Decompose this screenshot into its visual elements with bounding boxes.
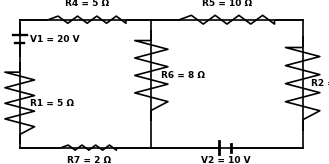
Text: V1 = 20 V: V1 = 20 V bbox=[30, 35, 79, 44]
Text: R7 = 2 Ω: R7 = 2 Ω bbox=[67, 156, 111, 164]
Text: V2 = 10 V: V2 = 10 V bbox=[201, 156, 250, 164]
Text: R1 = 5 Ω: R1 = 5 Ω bbox=[30, 99, 74, 108]
Text: R4 = 5 Ω: R4 = 5 Ω bbox=[65, 0, 109, 8]
Text: R5 = 10 Ω: R5 = 10 Ω bbox=[202, 0, 252, 8]
Text: R6 = 8 Ω: R6 = 8 Ω bbox=[161, 71, 205, 80]
Text: R2 = 5 Ω: R2 = 5 Ω bbox=[311, 79, 329, 88]
